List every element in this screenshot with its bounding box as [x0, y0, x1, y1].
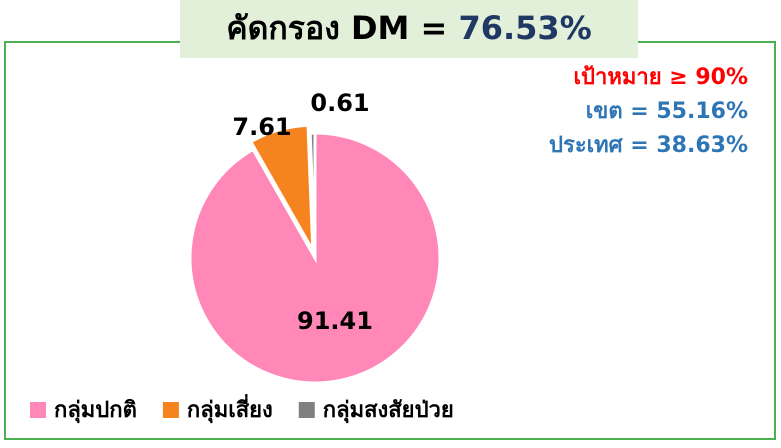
annotation: เป้าหมาย ≥ 90% — [574, 65, 749, 90]
pie-slice — [248, 123, 315, 252]
data-label: 7.61 — [232, 113, 291, 141]
legend-swatch — [162, 402, 179, 418]
data-label: 91.41 — [297, 307, 373, 335]
legend-swatch — [298, 402, 315, 418]
annotation: ประเทศ = 38.63% — [549, 133, 748, 158]
legend-label: กลุ่มเสี่ยง — [187, 393, 273, 424]
data-label: 0.61 — [310, 89, 369, 117]
pie-slice — [308, 131, 317, 259]
pie-slice — [188, 131, 442, 385]
title-value: 76.53% — [458, 9, 591, 47]
annotation: เขต = 55.16% — [586, 99, 748, 124]
title-text: คัดกรอง DM = — [226, 9, 447, 47]
chart-title: คัดกรอง DM = 76.53% — [226, 9, 592, 47]
title-box — [180, 0, 638, 58]
legend-label: กลุ่มปกติ — [54, 398, 137, 424]
legend-label: กลุ่มสงสัยป่วย — [323, 398, 454, 424]
legend-swatch — [30, 402, 46, 418]
